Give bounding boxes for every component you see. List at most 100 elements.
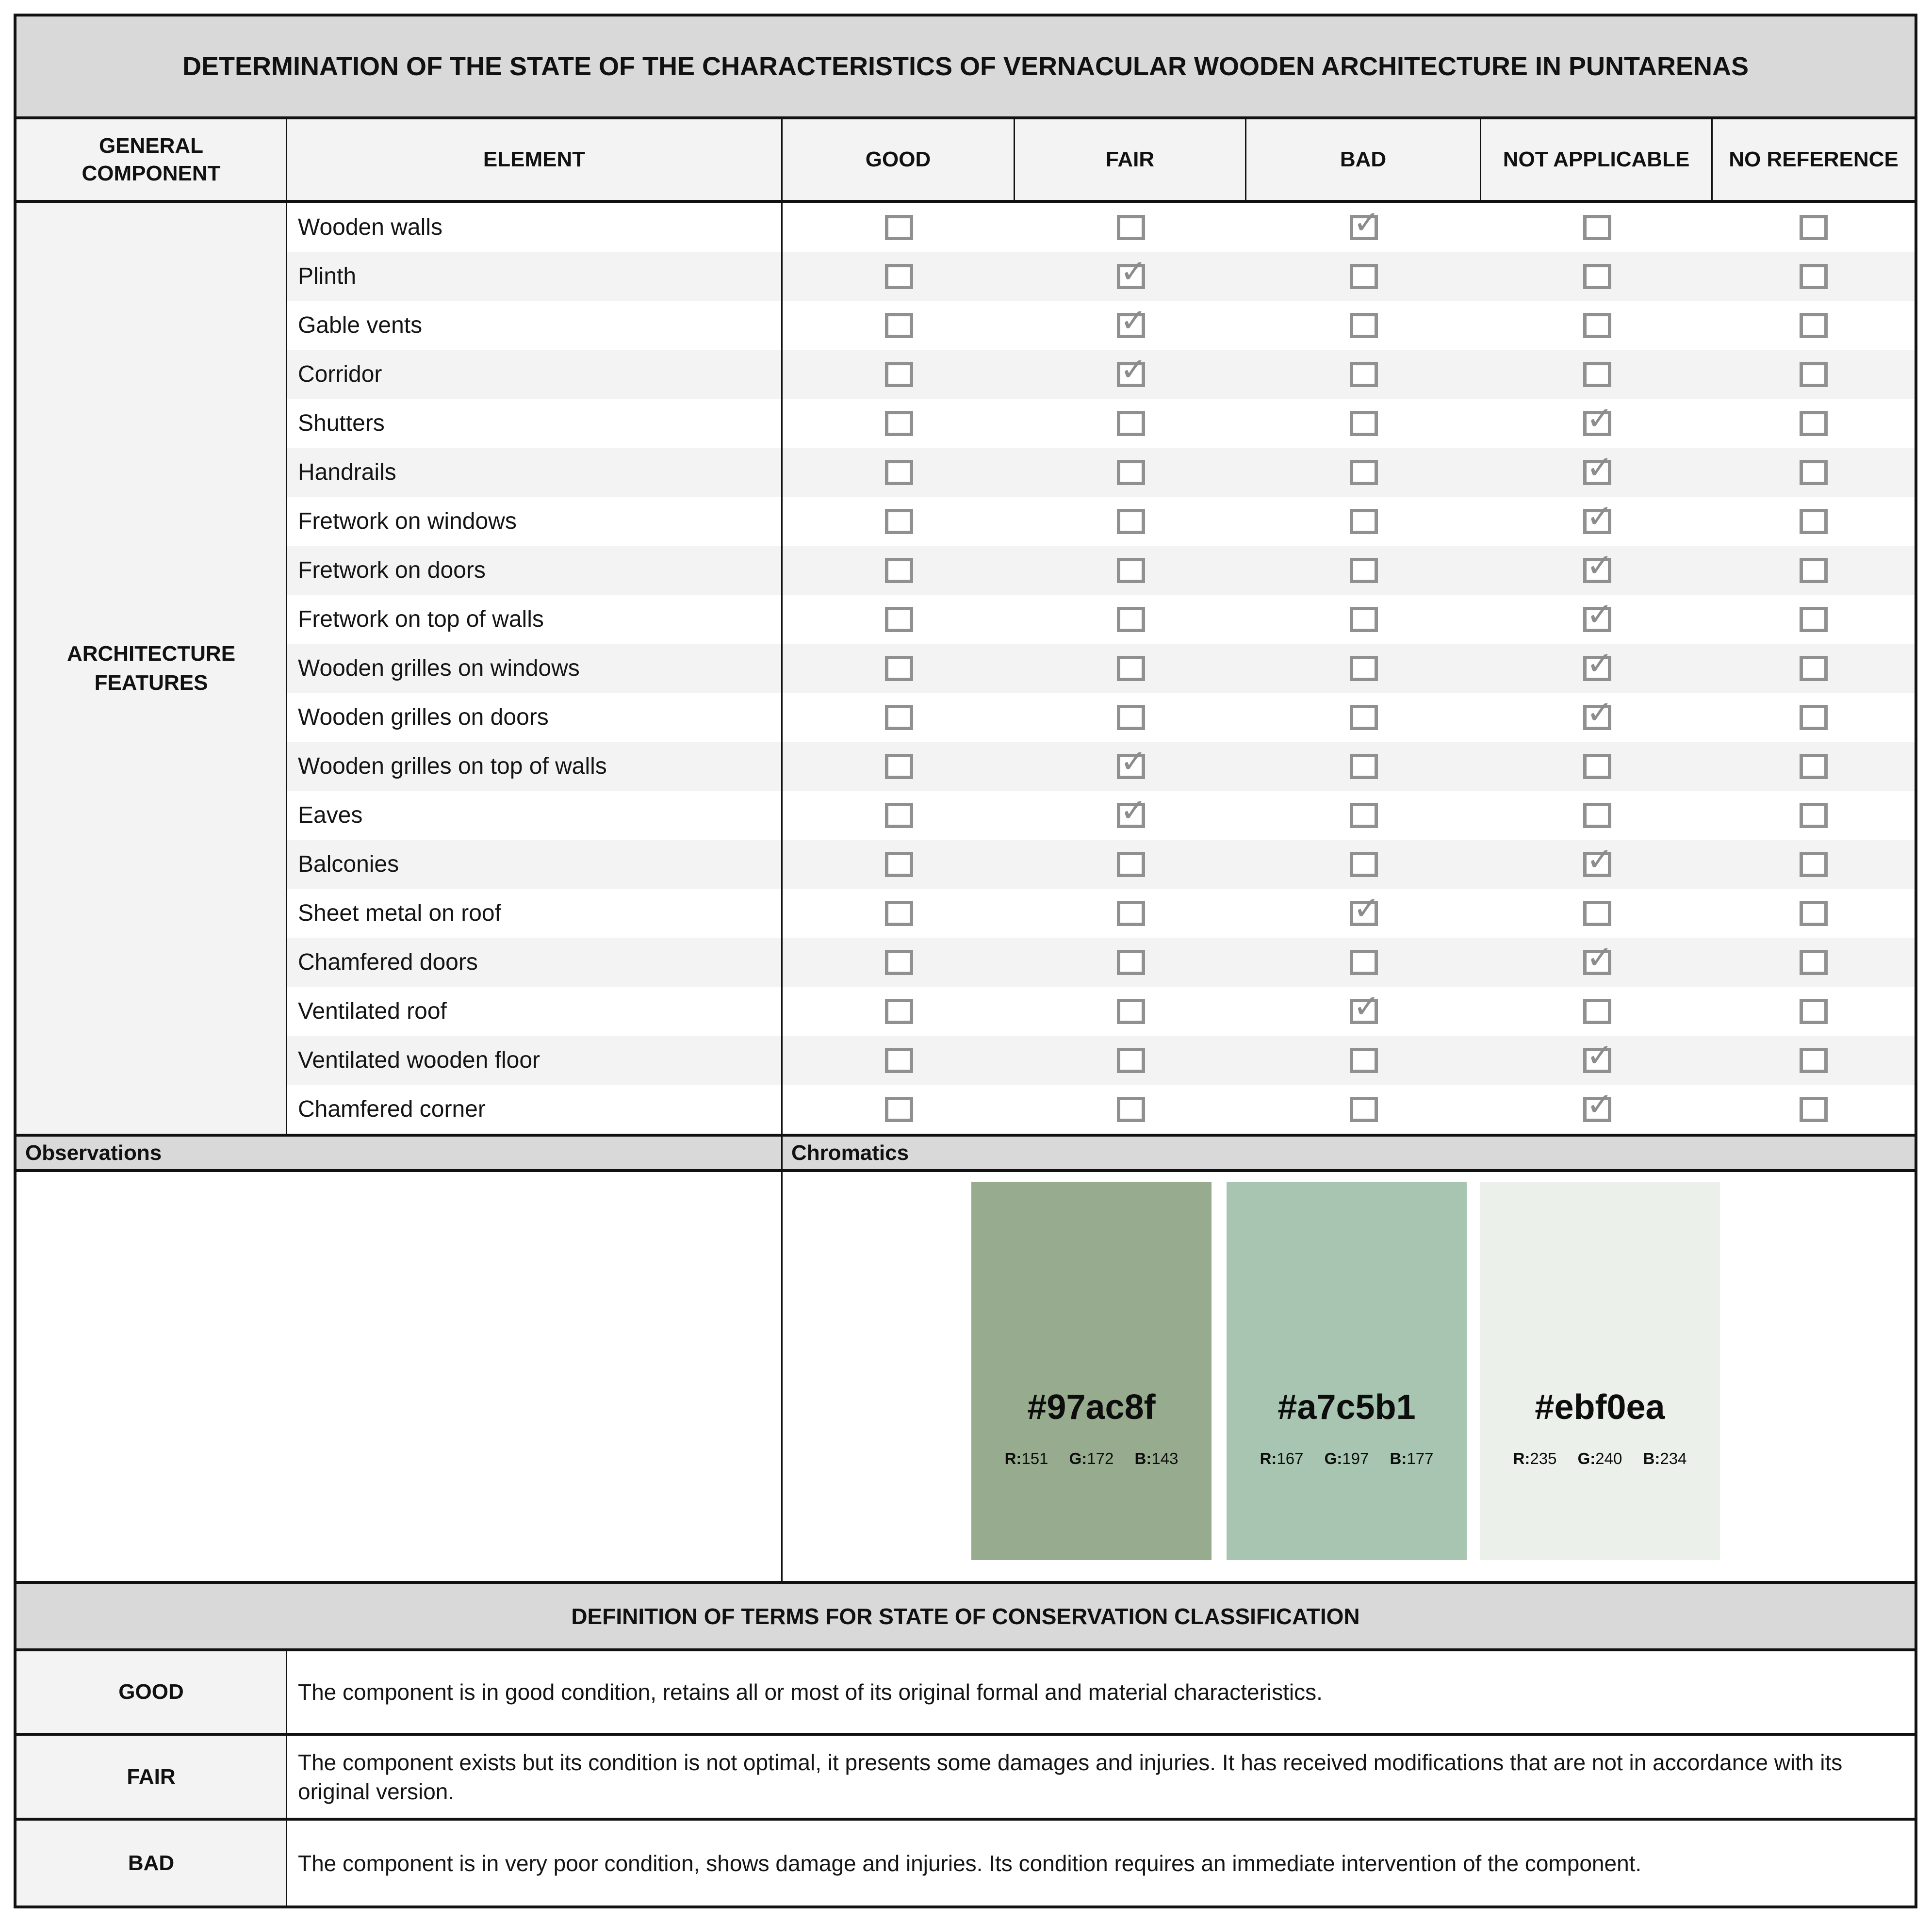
checkbox-no-reference[interactable] (1800, 459, 1828, 485)
checkbox-good[interactable] (884, 900, 913, 926)
checkbox-good[interactable] (884, 459, 913, 485)
checkbox-no-reference[interactable] (1800, 998, 1828, 1024)
checkbox-no-reference[interactable] (1800, 1096, 1828, 1122)
checkbox-no-reference[interactable] (1800, 312, 1828, 338)
checkbox-bad[interactable] (1350, 655, 1378, 681)
checkbox-bad[interactable] (1350, 991, 1380, 1024)
checkbox-not-applicable[interactable] (1583, 501, 1613, 534)
checkbox-bad[interactable] (1350, 851, 1378, 877)
checkbox-fair[interactable] (1116, 508, 1145, 534)
checkbox-not-applicable[interactable] (1583, 900, 1611, 926)
checkbox-no-reference[interactable] (1800, 557, 1828, 583)
checkbox-fair[interactable] (1116, 704, 1145, 730)
checkbox-no-reference[interactable] (1800, 802, 1828, 828)
swatch-rgb-r: R:235 (1513, 1450, 1557, 1467)
checkbox-bad[interactable] (1350, 508, 1378, 534)
checkbox-no-reference[interactable] (1800, 1047, 1828, 1073)
checkbox-not-applicable[interactable] (1583, 599, 1613, 632)
checkbox-good[interactable] (884, 312, 913, 338)
checkbox-no-reference[interactable] (1800, 263, 1828, 289)
checkbox-bad[interactable] (1350, 312, 1378, 338)
checkbox-bad[interactable] (1350, 207, 1380, 240)
checkbox-not-applicable[interactable] (1583, 648, 1613, 681)
checkbox-fair[interactable] (1116, 557, 1145, 583)
checkbox-good[interactable] (884, 606, 913, 632)
checkbox-no-reference[interactable] (1800, 410, 1828, 436)
observations-content[interactable] (16, 1172, 783, 1581)
checkbox-not-applicable[interactable] (1583, 263, 1611, 289)
checkbox-bad[interactable] (1350, 949, 1378, 975)
checkbox-not-applicable[interactable] (1583, 753, 1611, 779)
checkbox-not-applicable[interactable] (1583, 802, 1611, 828)
checkbox-bad[interactable] (1350, 753, 1378, 779)
checkbox-not-applicable[interactable] (1583, 1089, 1613, 1122)
table-row: Fretwork on windows (16, 497, 1915, 546)
definition-text: The component exists but its condition i… (298, 1749, 1843, 1804)
checkbox-not-applicable[interactable] (1583, 844, 1613, 877)
checkbox-fair[interactable] (1116, 900, 1145, 926)
checkbox-good[interactable] (884, 851, 913, 877)
checkbox-good[interactable] (884, 557, 913, 583)
checkbox-fair[interactable] (1116, 1096, 1145, 1122)
checkbox-good[interactable] (884, 655, 913, 681)
checkbox-fair[interactable] (1116, 305, 1147, 338)
checkbox-good[interactable] (884, 361, 913, 387)
checkbox-fair[interactable] (1116, 851, 1145, 877)
checkbox-not-applicable[interactable] (1583, 214, 1611, 240)
checkbox-bad[interactable] (1350, 802, 1378, 828)
checkbox-good[interactable] (884, 1047, 913, 1073)
checkbox-good[interactable] (884, 753, 913, 779)
checkbox-not-applicable[interactable] (1583, 550, 1613, 583)
checkbox-bad[interactable] (1350, 1096, 1378, 1122)
checkbox-no-reference[interactable] (1800, 851, 1828, 877)
checkbox-bad[interactable] (1350, 893, 1380, 926)
checkbox-good[interactable] (884, 704, 913, 730)
checkbox-good[interactable] (884, 949, 913, 975)
checkbox-not-applicable[interactable] (1583, 312, 1611, 338)
checkbox-no-reference[interactable] (1800, 753, 1828, 779)
checkbox-bad[interactable] (1350, 410, 1378, 436)
checkbox-fair[interactable] (1116, 410, 1145, 436)
checkbox-fair[interactable] (1116, 655, 1145, 681)
checkbox-bad[interactable] (1350, 263, 1378, 289)
checkbox-good[interactable] (884, 214, 913, 240)
checkbox-no-reference[interactable] (1800, 508, 1828, 534)
general-component-cell: ARCHITECTURE FEATURES (16, 203, 287, 1134)
checkbox-fair[interactable] (1116, 746, 1147, 779)
checkbox-good[interactable] (884, 263, 913, 289)
checkbox-not-applicable[interactable] (1583, 452, 1613, 485)
checkbox-bad[interactable] (1350, 557, 1378, 583)
checkbox-fair[interactable] (1116, 256, 1147, 289)
checkbox-not-applicable[interactable] (1583, 361, 1611, 387)
checkbox-no-reference[interactable] (1800, 361, 1828, 387)
checkbox-fair[interactable] (1116, 606, 1145, 632)
checkbox-no-reference[interactable] (1800, 949, 1828, 975)
checkbox-not-applicable[interactable] (1583, 1040, 1613, 1073)
checkbox-fair[interactable] (1116, 459, 1145, 485)
checkbox-bad[interactable] (1350, 606, 1378, 632)
checkbox-good[interactable] (884, 802, 913, 828)
checkbox-bad[interactable] (1350, 459, 1378, 485)
checkbox-good[interactable] (884, 410, 913, 436)
checkbox-fair[interactable] (1116, 949, 1145, 975)
checkbox-not-applicable[interactable] (1583, 998, 1611, 1024)
checkbox-no-reference[interactable] (1800, 606, 1828, 632)
checkbox-good[interactable] (884, 508, 913, 534)
checkbox-fair[interactable] (1116, 214, 1145, 240)
checkbox-bad[interactable] (1350, 1047, 1378, 1073)
checkbox-no-reference[interactable] (1800, 214, 1828, 240)
checkbox-no-reference[interactable] (1800, 655, 1828, 681)
checkbox-good[interactable] (884, 998, 913, 1024)
checkbox-fair[interactable] (1116, 795, 1147, 828)
checkbox-fair[interactable] (1116, 998, 1145, 1024)
checkbox-no-reference[interactable] (1800, 704, 1828, 730)
checkbox-good[interactable] (884, 1096, 913, 1122)
checkbox-fair[interactable] (1116, 1047, 1145, 1073)
checkbox-bad[interactable] (1350, 704, 1378, 730)
checkbox-fair[interactable] (1116, 354, 1147, 387)
checkbox-not-applicable[interactable] (1583, 942, 1613, 975)
checkbox-not-applicable[interactable] (1583, 403, 1613, 436)
checkbox-no-reference[interactable] (1800, 900, 1828, 926)
checkbox-not-applicable[interactable] (1583, 697, 1613, 730)
checkbox-bad[interactable] (1350, 361, 1378, 387)
